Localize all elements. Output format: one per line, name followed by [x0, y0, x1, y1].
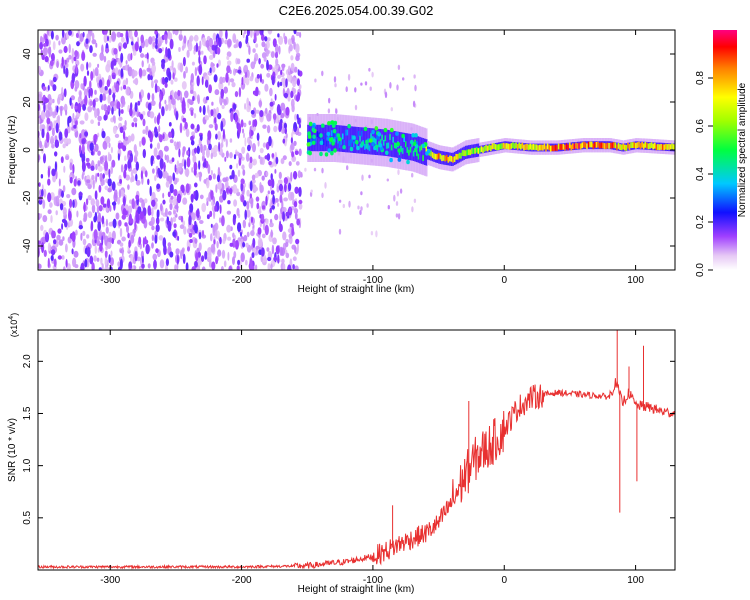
snr-frame [37, 329, 676, 571]
snr-y-ticks: 0.5 1.0 1.5 2.0 [22, 354, 675, 525]
y-tick-label: 0 [22, 147, 33, 153]
colorbar-tick-label: 0.2 [695, 215, 706, 229]
spectrogram-y-axis-label: Frequency (Hz) [7, 116, 18, 185]
y-tick-label: 1.5 [22, 406, 33, 420]
x-tick-label: -100 [363, 575, 383, 586]
x-tick-label: 100 [627, 575, 644, 586]
x-tick-label: -200 [232, 275, 252, 286]
x-tick-label: -200 [232, 575, 252, 586]
snr-multiplier-close: ) [9, 313, 19, 316]
colorbar-label: Normalized spectral amplitude [737, 82, 748, 217]
spectrogram-x-axis-label: Height of straight line (km) [298, 284, 415, 295]
x-tick-label: 0 [501, 275, 507, 286]
y-tick-label: 2.0 [22, 354, 33, 368]
snr-marks [38, 330, 675, 570]
colorbar-tick-label: 0.6 [695, 119, 706, 133]
snr-multiplier-base: (x10 [9, 320, 19, 338]
y-tick-label: 40 [22, 48, 33, 60]
y-tick-label: 20 [22, 96, 33, 108]
snr-line [38, 378, 675, 570]
snr-x-axis-label: Height of straight line (km) [298, 584, 415, 595]
x-tick-label: -300 [100, 275, 120, 286]
spectrogram-x-ticks: -300 -200 -100 0 100 [100, 30, 644, 286]
snr-panel: -300 -200 -100 0 100 0.5 1.0 1.5 2.0 Height of … [7, 313, 676, 595]
spectrogram-marks [38, 30, 675, 270]
snr-multiplier-exponent: 4 [8, 316, 15, 320]
y-tick-label: 0.5 [22, 510, 33, 524]
colorbar-ticks: 0.0 0.2 0.4 0.6 0.8 [695, 71, 713, 277]
x-tick-label: -300 [100, 575, 120, 586]
x-tick-label: -100 [363, 275, 383, 286]
x-tick-label: 100 [627, 275, 644, 286]
signal-ridge [306, 114, 675, 177]
snr-x-ticks: -300 -200 -100 0 100 [100, 330, 644, 586]
spectrogram-y-ticks: -40 -20 0 20 40 [22, 48, 675, 253]
colorbar-tick-label: 0.8 [695, 71, 706, 85]
colorbar-gradient [713, 30, 737, 270]
y-tick-label: 1.0 [22, 458, 33, 472]
colorbar-tick-label: 0.0 [695, 263, 706, 277]
snr-multiplier: (x104) [8, 313, 19, 337]
colorbar: 0.0 0.2 0.4 0.6 0.8 Normalized spectral ampl… [695, 30, 748, 277]
noise-texture [38, 30, 420, 270]
svg-text:(x104): (x104) [8, 313, 19, 337]
y-tick-label: -20 [22, 190, 33, 205]
snr-y-axis-label: SNR (10 * v/v) [7, 418, 18, 482]
y-tick-label: -40 [22, 238, 33, 253]
chart-title: C2E6.2025.054.00.39.G02 [279, 3, 434, 18]
x-tick-label: 0 [501, 575, 507, 586]
colorbar-tick-label: 0.4 [695, 167, 706, 181]
